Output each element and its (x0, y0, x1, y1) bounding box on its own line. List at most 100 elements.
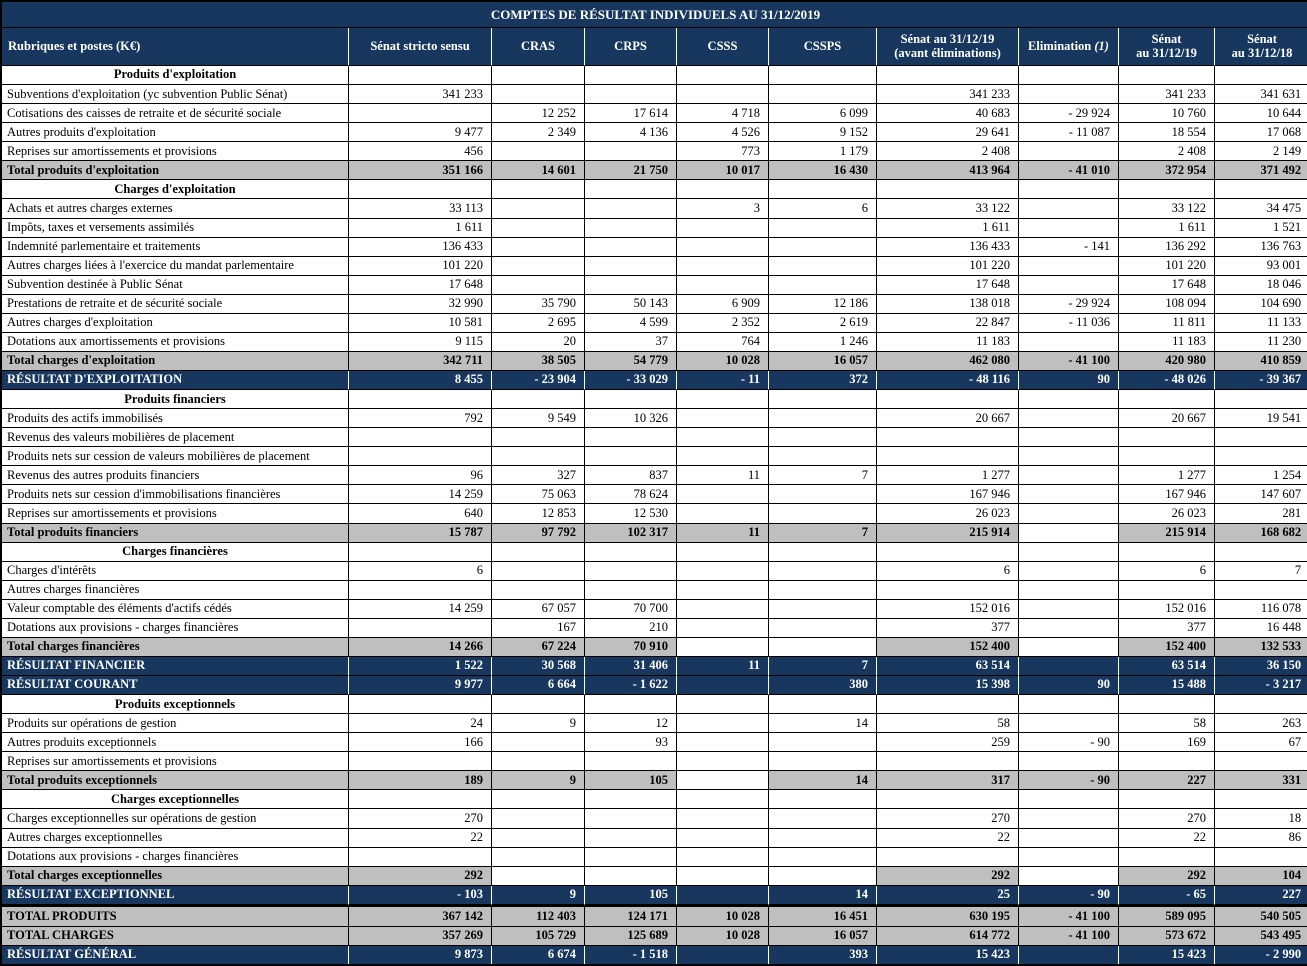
value-cell-senat-stricto-sensu: 189 (349, 771, 492, 791)
value-cell-cras: 9 549 (492, 409, 585, 429)
value-cell-senat-stricto-sensu: 22 (349, 828, 492, 848)
value-cell-senat-31-12-19: 11 811 (1119, 313, 1215, 333)
value-cell-senat-31-12-18: - 39 367 (1215, 371, 1307, 391)
value-cell-senat-avant-eliminations: - 48 116 (877, 371, 1019, 391)
value-cell-senat-31-12-18: 281 (1215, 504, 1307, 524)
value-cell-senat-avant-eliminations: 33 122 (877, 199, 1019, 219)
value-cell-senat-31-12-18: 1 521 (1215, 219, 1307, 238)
value-cell-senat-31-12-19: 17 648 (1119, 275, 1215, 295)
value-cell-csss: 4 526 (677, 123, 769, 143)
value-cell-senat-31-12-19: 1 611 (1119, 218, 1215, 238)
value-cell-senat-31-12-18 (1215, 848, 1307, 867)
value-cell-cssps (769, 85, 877, 105)
row-label: Produits nets sur cession de valeurs mob… (2, 447, 349, 467)
value-cell-elimination (1019, 504, 1119, 524)
value-cell-senat-31-12-18 (1215, 390, 1307, 410)
table-row: Produits nets sur cession d'immobilisati… (2, 485, 1307, 505)
value-cell-elimination (1019, 256, 1119, 276)
value-cell-senat-31-12-18: 1 254 (1215, 466, 1307, 486)
value-cell-crps (585, 237, 677, 257)
value-cell-csss (677, 771, 769, 791)
value-cell-cssps: 16 430 (769, 161, 877, 181)
value-cell-cssps (769, 599, 877, 619)
value-cell-senat-stricto-sensu: 14 259 (349, 599, 492, 619)
table-row: Achats et autres charges externes 33 113 3… (2, 199, 1307, 219)
value-cell-senat-31-12-18: 19 541 (1215, 409, 1307, 429)
value-cell-senat-avant-eliminations (877, 847, 1019, 867)
value-cell-senat-31-12-18 (1215, 447, 1307, 467)
value-cell-elimination (1019, 428, 1119, 448)
table-row: Dotations aux provisions - charges finan… (2, 847, 1307, 867)
table-row: Impôts, taxes et versements assimilés 1 6… (2, 218, 1307, 238)
value-cell-csss (677, 809, 769, 829)
value-cell-cssps (769, 390, 877, 410)
value-cell-senat-31-12-19: 10 760 (1119, 104, 1215, 124)
value-cell-cras (492, 790, 585, 810)
row-label: Dotations aux provisions - charges finan… (2, 618, 349, 638)
value-cell-senat-avant-eliminations: 63 514 (877, 656, 1019, 676)
value-cell-senat-avant-eliminations: 58 (877, 714, 1019, 734)
value-cell-cras (492, 542, 585, 562)
value-cell-cssps: 14 (769, 771, 877, 791)
value-cell-cras: 2 349 (492, 123, 585, 143)
value-cell-senat-stricto-sensu (349, 790, 492, 810)
value-cell-senat-avant-eliminations: 341 233 (877, 85, 1019, 105)
value-cell-senat-31-12-19: 167 946 (1119, 485, 1215, 505)
value-cell-cras: 105 729 (492, 926, 585, 946)
table-row: Produits nets sur cession de valeurs mob… (2, 447, 1307, 467)
value-cell-cssps (769, 580, 877, 600)
value-cell-cssps (769, 733, 877, 753)
value-cell-senat-31-12-19: 377 (1119, 618, 1215, 638)
value-cell-senat-31-12-19: 33 122 (1119, 199, 1215, 219)
value-cell-senat-31-12-18 (1215, 695, 1307, 715)
value-cell-csss (677, 504, 769, 524)
value-cell-cras: 20 (492, 332, 585, 352)
value-cell-senat-stricto-sensu: 9 873 (349, 945, 492, 964)
table-row: Autres produits exceptionnels 166 93 259- 9… (2, 733, 1307, 753)
value-cell-senat-avant-eliminations: 152 400 (877, 637, 1019, 657)
value-cell-senat-31-12-18: 540 505 (1215, 904, 1307, 927)
value-cell-crps (585, 180, 677, 200)
value-cell-cssps: 7 (769, 466, 877, 486)
value-cell-senat-31-12-19: 152 016 (1119, 599, 1215, 619)
value-cell-crps: 93 (585, 733, 677, 753)
value-cell-senat-31-12-19: 152 400 (1119, 637, 1215, 657)
value-cell-cras: 6 664 (492, 676, 585, 696)
value-cell-elimination (1019, 180, 1119, 200)
value-cell-senat-31-12-19: 18 554 (1119, 123, 1215, 143)
value-cell-senat-avant-eliminations (877, 790, 1019, 810)
row-label: Indemnité parlementaire et traitements (2, 237, 349, 257)
value-cell-senat-31-12-18: 227 (1215, 885, 1307, 905)
value-cell-cssps (769, 180, 877, 200)
row-label: Total produits d'exploitation (2, 161, 349, 181)
value-cell-senat-31-12-19: 2 408 (1119, 142, 1215, 162)
value-cell-senat-stricto-sensu (349, 428, 492, 448)
value-cell-cssps (769, 66, 877, 86)
value-cell-cssps (769, 618, 877, 638)
value-cell-senat-31-12-18: 263 (1215, 714, 1307, 734)
value-cell-cssps (769, 237, 877, 257)
value-cell-elimination (1019, 828, 1119, 848)
row-label: Charges exceptionnelles sur opérations d… (2, 809, 349, 829)
value-cell-csss (677, 561, 769, 581)
value-cell-csss (677, 676, 769, 696)
value-cell-senat-stricto-sensu: 96 (349, 466, 492, 486)
value-cell-elimination: - 41 100 (1019, 926, 1119, 946)
value-cell-cras: 67 224 (492, 637, 585, 657)
row-label: Subvention destinée à Public Sénat (2, 275, 349, 295)
value-cell-cssps: 9 152 (769, 123, 877, 143)
value-cell-crps: 70 700 (585, 599, 677, 619)
value-cell-senat-avant-eliminations: 15 398 (877, 676, 1019, 696)
row-label: Achats et autres charges externes (2, 199, 349, 219)
row-label: Reprises sur amortissements et provision… (2, 142, 349, 162)
value-cell-senat-avant-eliminations (877, 752, 1019, 772)
value-cell-senat-stricto-sensu: 1 522 (349, 656, 492, 676)
value-cell-cras (492, 580, 585, 600)
value-cell-senat-avant-eliminations: 40 683 (877, 104, 1019, 124)
value-cell-senat-avant-eliminations: 317 (877, 771, 1019, 791)
value-cell-crps (585, 561, 677, 581)
value-cell-cssps: 393 (769, 945, 877, 964)
row-label: Total produits financiers (2, 523, 349, 543)
row-label: Reprises sur amortissements et provision… (2, 752, 349, 772)
table-row: Total charges d'exploitation 342 711 38 50… (2, 351, 1307, 371)
